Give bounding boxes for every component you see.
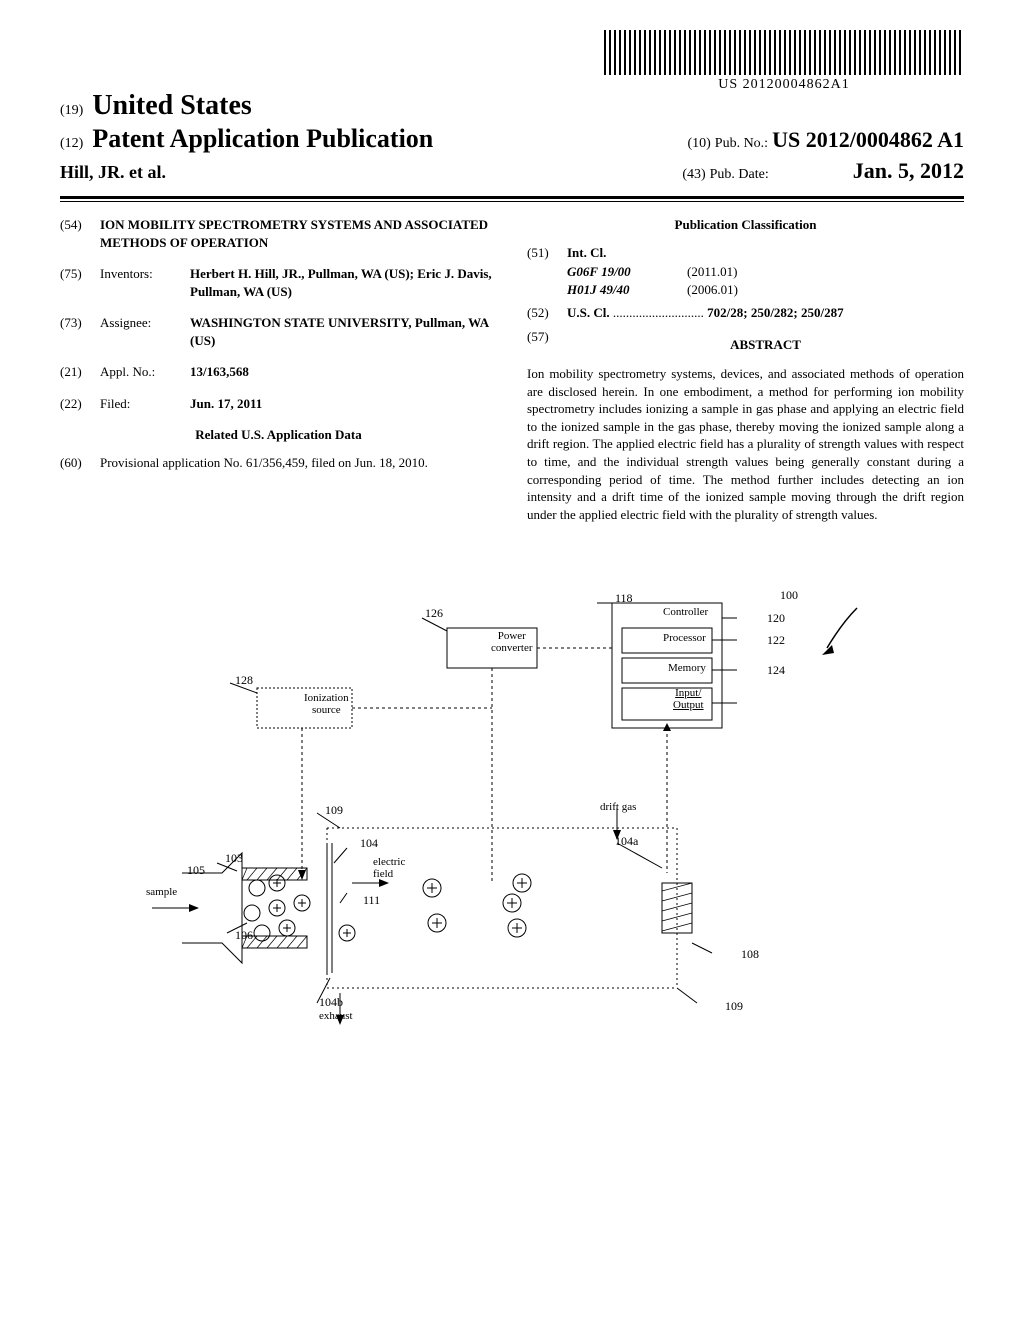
num-60: (60) — [60, 454, 100, 472]
ref-104a: 104a — [615, 834, 638, 849]
intcl-2-date: (2006.01) — [687, 281, 738, 299]
ref-120: 120 — [767, 611, 785, 626]
electric-field-label: electric field — [373, 856, 405, 880]
columns: (54) ION MOBILITY SPECTROMETRY SYSTEMS A… — [60, 216, 964, 523]
ref-126: 126 — [425, 606, 443, 621]
abstract-text: Ion mobility spectrometry systems, devic… — [527, 365, 964, 523]
intcl-1-date: (2011.01) — [687, 263, 737, 281]
pub-class-header: Publication Classification — [527, 216, 964, 234]
provisional: Provisional application No. 61/356,459, … — [100, 454, 497, 472]
num-12: (12) — [60, 136, 83, 151]
barcode-text: US 20120004862A1 — [604, 77, 964, 93]
title: ION MOBILITY SPECTROMETRY SYSTEMS AND AS… — [100, 216, 497, 251]
num-51: (51) — [527, 244, 567, 262]
ref-106: 106 — [235, 928, 253, 943]
authors: Hill, JR. et al. — [60, 162, 166, 184]
ref-122: 122 — [767, 633, 785, 648]
ref-100: 100 — [780, 588, 798, 603]
exhaust-label: exhaust — [319, 1010, 353, 1022]
sample-label: sample — [146, 886, 177, 898]
power-converter-label: Power converter — [491, 630, 533, 654]
ref-128: 128 — [235, 673, 253, 688]
processor-label: Processor — [663, 632, 706, 644]
num-10: (10) — [687, 136, 710, 151]
intcl-label: Int. Cl. — [567, 245, 606, 260]
barcode-area: US 20120004862A1 — [604, 30, 964, 93]
num-73: (73) — [60, 314, 100, 349]
num-43: (43) — [682, 167, 705, 182]
ref-104: 104 — [360, 836, 378, 851]
pub-no-label: Pub. No.: — [715, 136, 768, 151]
num-19: (19) — [60, 103, 83, 118]
inventors-label: Inventors: — [100, 265, 190, 300]
ref-124: 124 — [767, 663, 785, 678]
num-52: (52) — [527, 304, 567, 322]
num-75: (75) — [60, 265, 100, 300]
pub-date-label: Pub. Date: — [710, 167, 769, 182]
drift-gas-label: drift gas — [600, 801, 636, 813]
memory-label: Memory — [668, 662, 706, 674]
col-left: (54) ION MOBILITY SPECTROMETRY SYSTEMS A… — [60, 216, 497, 523]
country: United States — [92, 90, 251, 121]
ref-111: 111 — [363, 893, 380, 908]
applno: 13/163,568 — [190, 363, 497, 381]
ref-104b: 104b — [319, 995, 343, 1010]
filed: Jun. 17, 2011 — [190, 395, 497, 413]
num-22: (22) — [60, 395, 100, 413]
col-right: Publication Classification (51) Int. Cl.… — [527, 216, 964, 523]
assignee: WASHINGTON STATE UNIVERSITY, Pullman, WA… — [190, 314, 497, 349]
doc-type: Patent Application Publication — [92, 124, 433, 153]
assignee-label: Assignee: — [100, 314, 190, 349]
filed-label: Filed: — [100, 395, 190, 413]
ionization-source-label: Ionization source — [304, 692, 349, 716]
applno-label: Appl. No.: — [100, 363, 190, 381]
ref-108: 108 — [741, 947, 759, 962]
pub-no: US 2012/0004862 A1 — [772, 127, 964, 152]
num-21: (21) — [60, 363, 100, 381]
intcl-1-code: G06F 19/00 — [567, 263, 687, 281]
num-57: (57) — [527, 328, 567, 362]
inventors: Herbert H. Hill, JR., Pullman, WA (US); … — [190, 265, 497, 300]
ref-109-top: 109 — [325, 803, 343, 818]
figure-area: 100 118 120 122 124 126 128 109 109 103 … — [60, 573, 964, 1073]
ref-105: 105 — [187, 863, 205, 878]
ref-118: 118 — [615, 591, 633, 606]
ref-109-bot: 109 — [725, 999, 743, 1014]
barcode — [604, 30, 964, 75]
controller-label: Controller — [663, 606, 708, 618]
uscl-dots: ............................ — [610, 305, 708, 320]
uscl-val: 702/28; 250/282; 250/287 — [707, 305, 844, 320]
related-header: Related U.S. Application Data — [60, 426, 497, 444]
uscl-label: U.S. Cl. — [567, 305, 610, 320]
header-block: (19) United States (12) Patent Applicati… — [60, 90, 964, 184]
divider-thin — [60, 201, 964, 202]
abstract-label: ABSTRACT — [567, 336, 964, 354]
io-label: Input/ Output — [673, 687, 704, 711]
pub-date: Jan. 5, 2012 — [853, 158, 964, 183]
divider-thick — [60, 196, 964, 199]
num-54: (54) — [60, 216, 100, 251]
intcl-2-code: H01J 49/40 — [567, 281, 687, 299]
ref-103: 103 — [225, 851, 243, 866]
